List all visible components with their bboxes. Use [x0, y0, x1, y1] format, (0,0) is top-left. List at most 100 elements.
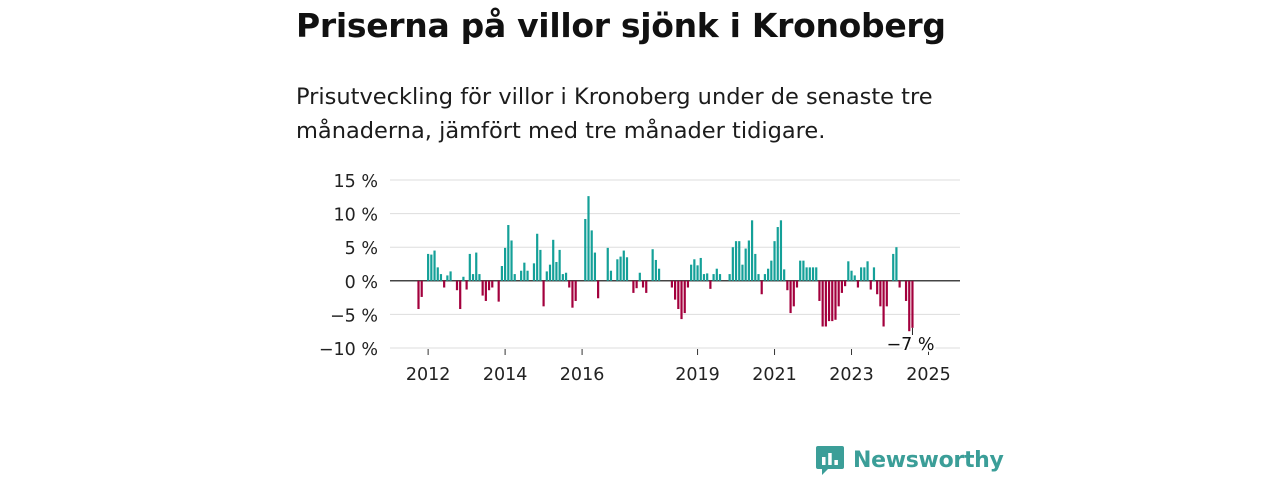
bar: [459, 280, 462, 310]
newsworthy-logo-icon: [816, 446, 844, 475]
bar: [795, 280, 799, 288]
chart-subtitle: Prisutveckling för villor i Kronoberg un…: [296, 84, 933, 144]
bar: [802, 260, 805, 281]
bar: [747, 240, 750, 281]
x-axis-ticks: 2012 2014 2016 2019 2021 2023 2025: [406, 349, 951, 385]
bar: [718, 274, 722, 281]
bar: [699, 257, 702, 281]
bar: [799, 260, 802, 281]
bar: [510, 240, 513, 281]
bar: [808, 267, 811, 281]
bar: [597, 280, 600, 299]
x-tick-label: 2012: [406, 365, 451, 385]
bar: [619, 256, 622, 281]
bar: [638, 272, 641, 281]
bar: [750, 220, 754, 281]
annotation-label: −7 %: [886, 335, 934, 355]
bar: [654, 259, 657, 281]
bar: [532, 263, 536, 281]
bar: [487, 280, 491, 291]
bar: [558, 249, 561, 281]
bar: [484, 280, 487, 301]
bar: [420, 280, 423, 297]
bar: [792, 280, 795, 307]
bar: [430, 254, 433, 281]
bar: [731, 247, 734, 281]
bar: [879, 280, 882, 307]
bar: [443, 280, 446, 288]
bar: [427, 253, 430, 281]
bar: [885, 280, 888, 307]
bar: [904, 280, 908, 301]
bar: [789, 280, 792, 314]
bar: [686, 280, 690, 288]
bar: [657, 268, 661, 281]
bar: [892, 253, 895, 281]
bar: [497, 280, 500, 302]
bar: [786, 280, 789, 291]
bar: [815, 267, 818, 281]
x-tick-label: 2023: [829, 365, 874, 385]
bar: [818, 280, 821, 301]
bar: [481, 280, 484, 296]
chart-title: Priserna på villor sjönk i Kronoberg: [296, 6, 946, 45]
bar: [840, 280, 843, 293]
bar: [568, 280, 571, 288]
bar: [844, 280, 847, 287]
bar: [593, 252, 597, 281]
bar: [757, 274, 760, 281]
bar: [702, 274, 706, 281]
bar: [561, 274, 564, 281]
bar: [606, 247, 609, 281]
bar: [526, 270, 529, 281]
bar: [446, 275, 449, 281]
bar: [449, 271, 452, 281]
bar: [520, 270, 523, 281]
bar: [590, 230, 593, 281]
bar: [683, 280, 686, 314]
bar: [767, 268, 770, 281]
bar: [763, 274, 767, 281]
bar: [542, 280, 545, 307]
bar: [433, 250, 436, 281]
bar: [680, 280, 683, 320]
bar: [641, 280, 645, 288]
bar: [465, 280, 468, 290]
bar: [744, 248, 747, 281]
bar: [475, 252, 478, 281]
x-tick-label: 2016: [560, 365, 605, 385]
bar: [760, 280, 763, 295]
bar: [555, 261, 558, 281]
bar: [500, 266, 503, 281]
bar: [536, 233, 539, 281]
bar: [574, 280, 577, 301]
y-tick-label: 15 %: [334, 172, 378, 192]
x-tick-label: 2019: [675, 365, 720, 385]
bar: [693, 259, 696, 281]
bar: [523, 262, 526, 281]
bar: [831, 280, 834, 322]
bar: [872, 267, 876, 281]
bar: [712, 274, 715, 281]
bar: [455, 280, 459, 291]
bar: [856, 280, 860, 288]
bar: [779, 220, 783, 281]
bar: [670, 280, 673, 288]
bar: [632, 280, 635, 293]
bar: [853, 275, 856, 281]
brand-logo: Newsworthy: [815, 444, 1004, 476]
bar: [584, 218, 587, 281]
x-tick-label: 2014: [483, 365, 528, 385]
bar: [587, 196, 590, 281]
bar: [827, 280, 831, 322]
bar-series: [417, 196, 914, 332]
bar: [908, 280, 911, 332]
y-tick-label: 0 %: [345, 273, 378, 293]
annotation-group: −7 %: [884, 327, 936, 357]
bar: [513, 274, 516, 281]
bar: [834, 280, 837, 320]
bar: [677, 280, 680, 310]
bar: [706, 273, 709, 281]
bar: [754, 253, 757, 281]
